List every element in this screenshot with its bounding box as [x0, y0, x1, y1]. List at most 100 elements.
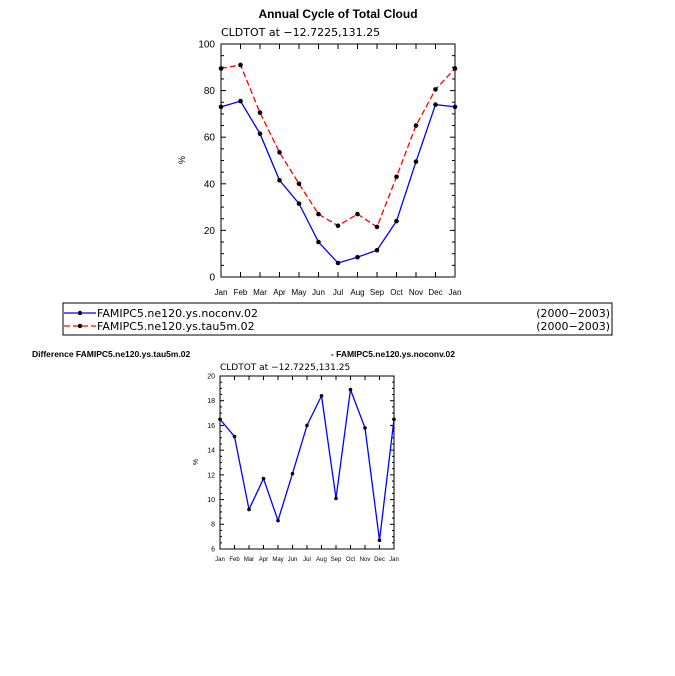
chart1-series [218, 62, 458, 266]
series-0-point [335, 260, 341, 266]
chart2-y-axis: 6 8 10 12 14 16 18 20 [207, 373, 394, 553]
x-tick-label: Nov [360, 557, 371, 563]
series-1-point [433, 87, 438, 92]
x-tick-label: Feb [229, 557, 240, 563]
series-1-point [413, 123, 419, 128]
x-tick-label: Jan [215, 557, 225, 563]
series-0-point [374, 247, 380, 253]
series-0-point [277, 178, 282, 183]
series-0-point [218, 417, 222, 422]
legend-label-tau5m: FAMIPC5.ne120.ys.tau5m.02 [97, 320, 255, 333]
series-0-point [232, 434, 237, 439]
x-tick-label: Jul [333, 288, 343, 297]
chart1-x-axis: Jan Feb Mar Apr May Jun Jul Aug Sep Oct Nov Dec Jan [215, 44, 462, 297]
legend-period-tau5m: (2000−2003) [536, 320, 610, 333]
series-0-point [290, 471, 295, 476]
x-tick-label: Jul [303, 557, 311, 563]
x-tick-label: May [291, 288, 306, 297]
y-tick-label: 8 [211, 522, 215, 529]
y-tick-label: 0 [209, 273, 215, 284]
series-0-point [316, 239, 321, 245]
legend-box [62, 302, 613, 336]
y-tick-label: 12 [207, 472, 215, 479]
y-tick-label: 100 [198, 40, 215, 51]
series-1-point [277, 150, 282, 155]
x-tick-label: Jan [215, 288, 228, 297]
y-tick-label: 20 [204, 226, 216, 237]
series-0-point [394, 218, 399, 224]
chart1-title: Annual Cycle of Total Cloud [258, 7, 417, 21]
legend-marker-noconv [77, 310, 83, 316]
series-0-point [433, 102, 438, 107]
series-0-point [257, 131, 263, 137]
y-tick-label: 20 [207, 373, 215, 380]
series-0-point [238, 98, 243, 104]
x-tick-label: Apr [273, 288, 286, 297]
x-tick-label: Jan [449, 288, 462, 297]
chart2-series [218, 387, 396, 543]
y-tick-label: 80 [204, 86, 216, 97]
series-1-point [394, 174, 399, 180]
x-tick-label: Jun [288, 557, 298, 563]
x-tick-label: Oct [346, 557, 356, 563]
y-tick-label: 40 [204, 179, 216, 190]
y-tick-label: 60 [204, 133, 216, 144]
series-1-point [296, 181, 302, 187]
series-1-point [452, 66, 458, 71]
x-tick-label: Dec [374, 557, 385, 563]
x-tick-label: Dec [428, 288, 442, 297]
series-0-point [319, 393, 324, 398]
chart2-title-right: - FAMIPC5.ne120.ys.noconv.02 [331, 349, 455, 359]
y-tick-label: 18 [207, 398, 215, 405]
chart2-x-axis: Jan Feb Mar Apr May Jun Jul Aug Sep Oct Nov Dec Jan [215, 376, 399, 563]
x-tick-label: Feb [234, 288, 248, 297]
x-tick-label: Jan [389, 557, 399, 563]
x-tick-label: Apr [259, 557, 268, 563]
y-tick-label: 6 [211, 546, 215, 553]
series-0-point [363, 426, 367, 430]
series-1-point [335, 223, 341, 229]
series-1-point [238, 62, 243, 68]
series-0-point [261, 476, 266, 481]
series-0-point [296, 201, 302, 206]
chart2-plot-frame [219, 375, 395, 550]
x-tick-label: Jun [312, 288, 325, 297]
difference-chart: Difference FAMIPC5.ne120.ys.tau5m.02 - F… [32, 349, 455, 563]
chart2-ylabel: % [193, 459, 200, 465]
series-line-0 [219, 389, 395, 541]
series-line-0 [220, 100, 456, 264]
legend-marker-tau5m [77, 323, 83, 329]
series-0-point [452, 104, 458, 110]
series-1-point [218, 66, 224, 71]
y-tick-label: 16 [207, 423, 215, 430]
series-1-point [316, 211, 321, 217]
series-1-point [374, 224, 380, 230]
legend-period-noconv: (2000−2003) [536, 307, 610, 320]
series-line-1 [220, 64, 456, 228]
series-0-point [348, 387, 353, 392]
chart2-subtitle: CLDTOT at −12.7225,131.25 [220, 363, 350, 373]
annual-cycle-chart: Annual Cycle of Total Cloud CLDTOT at −1… [177, 7, 461, 297]
x-tick-label: Aug [350, 288, 364, 297]
series-0-point [392, 417, 396, 422]
chart2-title-left: Difference FAMIPC5.ne120.ys.tau5m.02 [32, 349, 191, 359]
series-0-point [413, 159, 419, 164]
x-tick-label: Mar [244, 557, 254, 563]
series-0-point [218, 104, 224, 110]
x-tick-label: May [272, 557, 283, 563]
series-0-point [334, 496, 338, 501]
x-tick-label: Sep [370, 288, 385, 297]
legend-label-noconv: FAMIPC5.ne120.ys.noconv.02 [97, 307, 258, 320]
chart1-plot-frame [220, 43, 456, 278]
y-tick-label: 10 [207, 497, 215, 504]
x-tick-label: Aug [316, 557, 327, 563]
x-tick-label: Mar [253, 288, 267, 297]
x-tick-label: Nov [409, 288, 423, 297]
x-tick-label: Oct [390, 288, 403, 297]
series-0-point [355, 254, 360, 260]
chart1-subtitle: CLDTOT at −12.7225,131.25 [221, 26, 380, 39]
series-1-point [355, 211, 360, 217]
x-tick-label: Sep [331, 557, 342, 563]
series-0-point [377, 538, 382, 543]
